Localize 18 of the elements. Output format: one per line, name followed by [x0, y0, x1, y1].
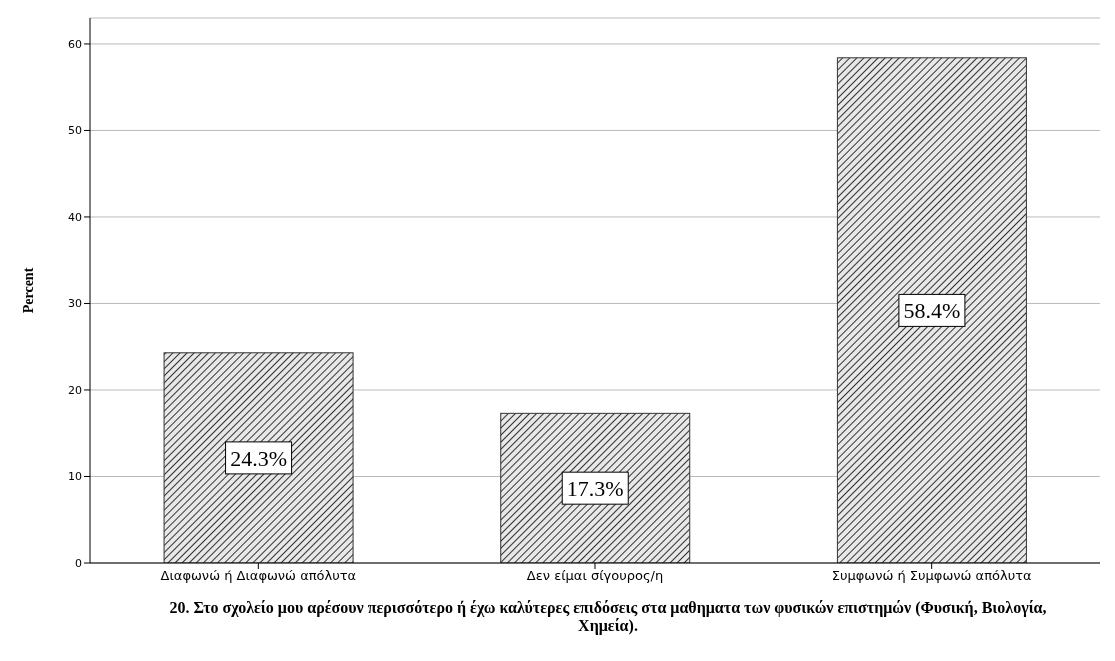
x-tick-label: Δεν είμαι σίγουρος/η [526, 568, 664, 584]
y-tick-label: 40 [68, 210, 82, 224]
x-tick-label: Διαφωνώ ή Διαφωνώ απόλυτα [160, 568, 357, 584]
y-tick-label: 60 [68, 37, 82, 51]
x-tick-label: Συμφωνώ ή Συμφωνώ απόλυτα [831, 568, 1032, 584]
data-label: 17.3% [566, 476, 624, 502]
data-label: 24.3% [230, 445, 287, 471]
bar [836, 57, 1027, 563]
data-label: 58.4% [903, 298, 961, 324]
x-axis-title: 20. Στο σχολείο μου αρέσουν περισσότερο ή έχω καλύτερες επιδόσεις στα μαθηματα των φυσικών επιστημών (Φυσική, Βιολογία, Χημεία). [168, 598, 1048, 635]
bar [163, 352, 354, 563]
y-axis-title: Percent [20, 267, 36, 314]
y-tick-label: 0 [75, 556, 82, 570]
y-tick-label: 20 [68, 383, 82, 397]
bar [500, 412, 691, 563]
y-tick-label: 30 [68, 297, 82, 311]
y-tick-label: 50 [68, 124, 82, 138]
y-tick-label: 10 [68, 470, 82, 484]
